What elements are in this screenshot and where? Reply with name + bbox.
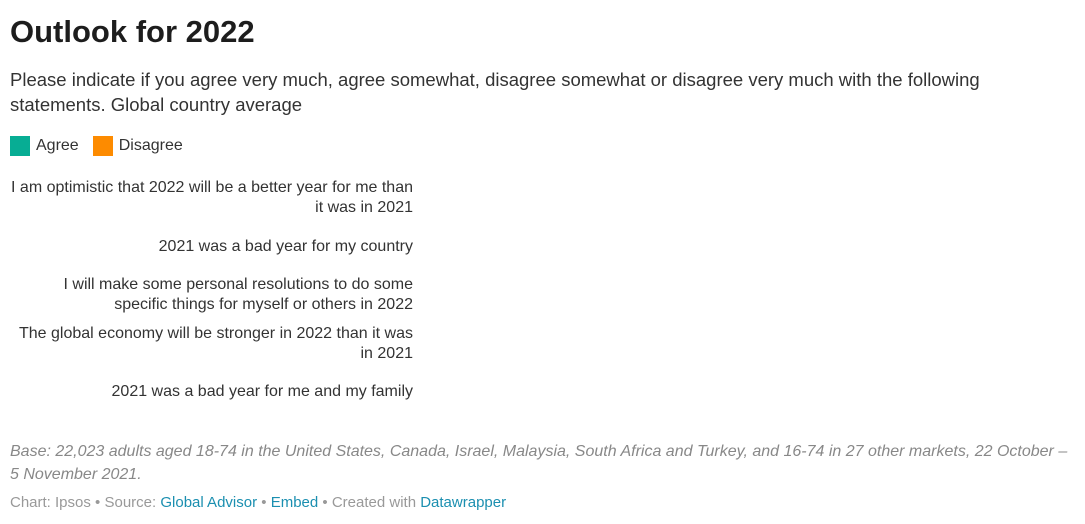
value-label: 25%: [986, 286, 1017, 303]
legend-item: Disagree: [92, 136, 183, 156]
bar-row: 2021 was a bad year for me and my family…: [10, 372, 1025, 412]
bar-track: 61% 39%: [421, 324, 1024, 364]
category-label: I am optimistic that 2022 will be a bett…: [11, 179, 413, 216]
created-with: Created with: [331, 494, 417, 511]
value-label: 58%: [429, 383, 460, 400]
bar-row: I will make some personal resolutions to…: [10, 275, 1025, 315]
value-label: 23%: [986, 189, 1017, 206]
separator: •: [261, 494, 267, 511]
bar-track: 58% 42%: [421, 372, 1024, 412]
notes: Base: 22,023 adults aged 18-74 in the Un…: [10, 443, 1068, 483]
category-label: The global economy will be stronger in 2…: [19, 324, 413, 362]
category-label: 2021 was a bad year for me and my family: [111, 383, 413, 400]
bar-track: 77% 23%: [421, 227, 1024, 267]
separator: •: [95, 494, 101, 511]
bar-track: 75% 25%: [421, 275, 1024, 315]
embed-link[interactable]: Embed: [270, 494, 319, 511]
legend-label: Agree: [36, 137, 79, 154]
source-link[interactable]: Global Advisor: [160, 494, 258, 511]
bar-track: 77% 23%: [421, 178, 1024, 218]
tool-link[interactable]: Datawrapper: [420, 494, 507, 511]
value-label: 75%: [429, 286, 460, 303]
category-label: 2021 was a bad year for my country: [158, 237, 413, 255]
chart-subtitle: Please indicate if you agree very much, …: [10, 69, 980, 115]
value-label: 61%: [429, 334, 460, 352]
credit-chart: Chart: Ipsos: [10, 494, 91, 511]
source-label: Source:: [104, 494, 157, 511]
value-label: 23%: [986, 237, 1017, 255]
bar-row: I am optimistic that 2022 will be a bett…: [10, 178, 1025, 218]
value-label: 77%: [429, 189, 460, 206]
separator: •: [322, 494, 328, 511]
legend-item: Agree: [10, 136, 79, 156]
legend-swatch: [92, 136, 113, 156]
legend-swatch: [10, 136, 30, 156]
credits: Chart: Ipsos • Source: Global Advisor • …: [10, 494, 506, 511]
value-label: 42%: [986, 383, 1017, 400]
legend-label: Disagree: [118, 137, 183, 154]
value-label: 77%: [429, 237, 460, 255]
value-label: 39%: [986, 334, 1017, 352]
chart-title: Outlook for 2022: [10, 14, 255, 49]
legend: Agree Disagree: [10, 136, 183, 156]
bar-row: 2021 was a bad year for my country 77% 23%: [10, 227, 1025, 267]
bar-row: The global economy will be stronger in 2…: [10, 324, 1025, 364]
category-label: I will make some personal resolutions to…: [63, 276, 414, 313]
